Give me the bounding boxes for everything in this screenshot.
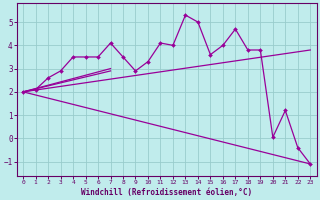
X-axis label: Windchill (Refroidissement éolien,°C): Windchill (Refroidissement éolien,°C) — [81, 188, 252, 197]
